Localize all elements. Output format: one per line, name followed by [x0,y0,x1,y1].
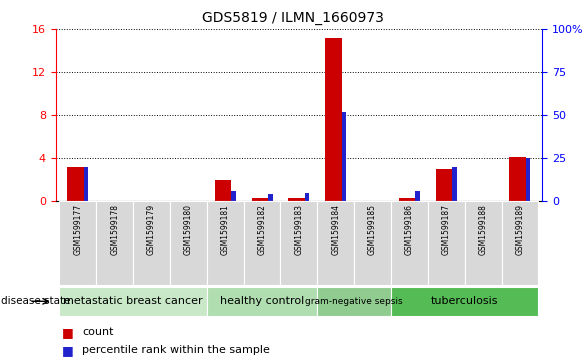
Bar [428,201,465,285]
Bar [268,194,272,201]
Bar [281,201,317,285]
Text: GSM1599179: GSM1599179 [147,204,156,255]
Bar [67,167,84,201]
Bar [354,201,391,285]
Bar [502,201,539,285]
Text: ■: ■ [62,344,73,357]
Bar [231,191,236,201]
Text: count: count [82,327,114,337]
Bar [251,198,268,201]
Text: disease state: disease state [1,296,71,306]
Bar [342,112,346,201]
Text: healthy control: healthy control [220,296,304,306]
Bar [465,201,502,285]
Text: GSM1599181: GSM1599181 [221,204,230,255]
Text: GSM1599177: GSM1599177 [73,204,82,255]
Text: gram-negative sepsis: gram-negative sepsis [305,297,403,306]
Bar [59,287,207,316]
Bar [288,198,305,201]
Text: GSM1599180: GSM1599180 [184,204,193,255]
Bar [436,169,452,201]
Bar [452,167,456,201]
Text: tuberculosis: tuberculosis [431,296,499,306]
Bar [305,193,309,201]
Bar [399,198,415,201]
Bar [96,201,133,285]
Bar [133,201,170,285]
Text: GSM1599186: GSM1599186 [405,204,414,255]
Text: metastatic breast cancer: metastatic breast cancer [63,296,203,306]
Text: GSM1599183: GSM1599183 [294,204,304,255]
Text: GSM1599178: GSM1599178 [110,204,119,255]
Bar [317,287,391,316]
Bar [391,201,428,285]
Text: GSM1599188: GSM1599188 [479,204,488,255]
Bar [214,180,231,201]
Text: percentile rank within the sample: percentile rank within the sample [82,345,270,355]
Bar [509,157,526,201]
Bar [59,201,96,285]
Text: GSM1599184: GSM1599184 [331,204,340,255]
Bar [391,287,539,316]
Text: GSM1599189: GSM1599189 [516,204,524,255]
Bar [325,38,342,201]
Bar [207,287,317,316]
Text: GDS5819 / ILMN_1660973: GDS5819 / ILMN_1660973 [202,11,384,25]
Bar [84,167,88,201]
Bar [207,201,244,285]
Bar [170,201,207,285]
Bar [526,158,530,201]
Bar [244,201,281,285]
Text: GSM1599187: GSM1599187 [442,204,451,255]
Text: GSM1599182: GSM1599182 [257,204,267,255]
Bar [415,191,420,201]
Bar [317,201,354,285]
Text: ■: ■ [62,326,73,339]
Text: GSM1599185: GSM1599185 [368,204,377,255]
